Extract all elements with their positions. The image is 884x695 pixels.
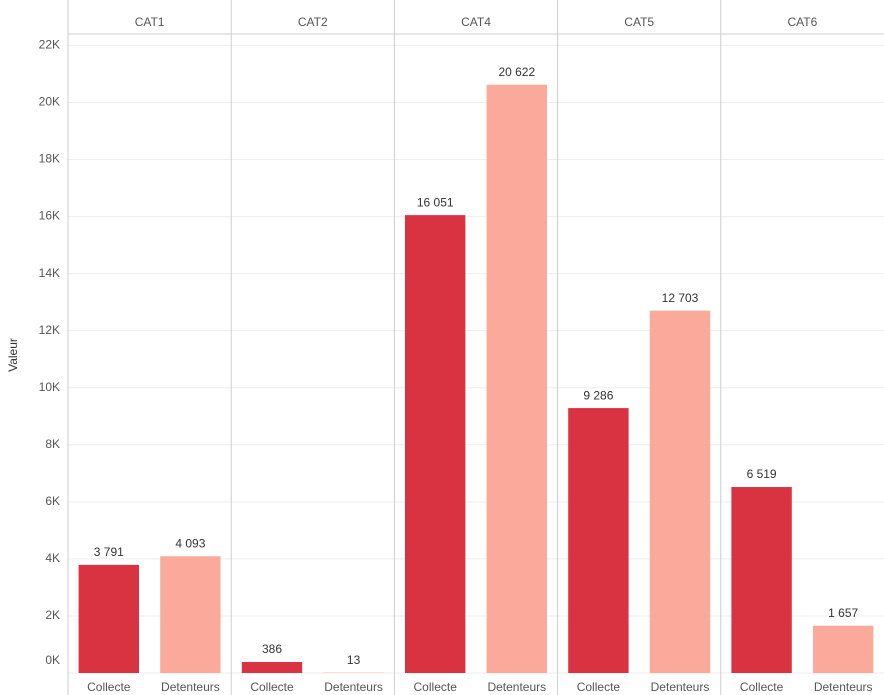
panel-header: CAT2 (298, 15, 328, 29)
bar (568, 408, 629, 673)
value-label: 6 519 (747, 467, 777, 481)
y-tick-label: 16K (39, 209, 60, 223)
y-tick-label: 18K (39, 152, 60, 166)
bar (78, 564, 139, 673)
x-tick-label: Collecte (577, 680, 621, 694)
value-label: 386 (262, 642, 282, 656)
x-tick-label: Collecte (414, 680, 458, 694)
y-tick-label: 10K (39, 380, 60, 394)
y-tick-label: 6K (45, 494, 60, 508)
value-label: 3 791 (94, 545, 124, 559)
bar (731, 487, 792, 673)
bar (649, 310, 711, 673)
bar (241, 661, 303, 673)
value-label: 1 657 (828, 606, 858, 620)
bar (160, 556, 221, 673)
y-tick-label: 20K (39, 95, 60, 109)
y-tick-label: 0K (45, 653, 60, 667)
x-tick-label: Detenteurs (487, 680, 546, 694)
y-tick-label: 4K (45, 551, 60, 565)
value-label: 4 093 (175, 536, 205, 550)
y-axis-label: Valeur (6, 338, 20, 372)
x-tick-label: Detenteurs (814, 680, 873, 694)
y-tick-label: 2K (45, 608, 60, 622)
y-tick-label: 12K (39, 323, 60, 337)
panel-header: CAT4 (461, 15, 491, 29)
x-tick-label: Collecte (740, 680, 784, 694)
y-tick-label: 14K (39, 266, 60, 280)
value-label: 9 286 (583, 388, 613, 402)
y-tick-label: 8K (45, 437, 60, 451)
value-label: 20 622 (498, 65, 535, 79)
value-label: 12 703 (662, 291, 699, 305)
x-tick-label: Detenteurs (651, 680, 710, 694)
bar (813, 625, 874, 673)
x-tick-label: Detenteurs (324, 680, 383, 694)
panel-header: CAT6 (788, 15, 818, 29)
value-label: 13 (347, 653, 361, 667)
panel-header: CAT1 (135, 15, 165, 29)
x-tick-label: Collecte (87, 680, 131, 694)
x-tick-label: Detenteurs (161, 680, 220, 694)
panel-header: CAT5 (624, 15, 654, 29)
bar (486, 84, 547, 673)
value-label: 16 051 (417, 195, 454, 209)
x-tick-label: Collecte (250, 680, 294, 694)
y-tick-label: 22K (39, 38, 60, 52)
bar (405, 215, 466, 673)
